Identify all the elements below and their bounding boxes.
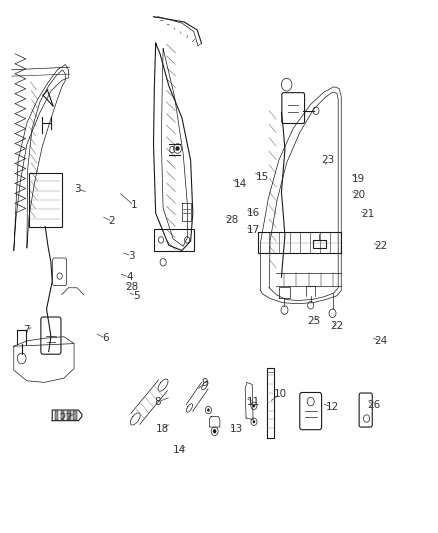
Text: 16: 16 xyxy=(247,208,261,219)
Text: 2: 2 xyxy=(109,216,115,227)
Text: 27: 27 xyxy=(60,413,73,423)
Text: 22: 22 xyxy=(330,321,343,331)
Text: 19: 19 xyxy=(352,174,365,184)
Text: 3: 3 xyxy=(74,184,81,195)
Bar xyxy=(313,240,326,248)
Circle shape xyxy=(253,404,255,407)
Text: 13: 13 xyxy=(230,424,243,434)
Text: 17: 17 xyxy=(247,225,261,236)
Text: 26: 26 xyxy=(367,400,381,410)
Text: 4: 4 xyxy=(126,272,133,282)
Text: 28: 28 xyxy=(125,282,138,292)
Text: 14: 14 xyxy=(173,445,186,455)
Circle shape xyxy=(176,147,179,151)
Text: 20: 20 xyxy=(352,190,365,200)
Text: 1: 1 xyxy=(131,200,137,211)
Bar xyxy=(73,411,77,419)
Text: 12: 12 xyxy=(326,402,339,413)
Text: 28: 28 xyxy=(226,215,239,225)
Bar xyxy=(55,411,58,419)
Circle shape xyxy=(207,408,210,411)
Bar xyxy=(61,411,64,419)
Text: 8: 8 xyxy=(155,397,161,407)
Text: 7: 7 xyxy=(24,325,30,335)
Text: 23: 23 xyxy=(321,155,335,165)
Circle shape xyxy=(213,429,216,433)
Bar xyxy=(154,229,194,251)
Text: 10: 10 xyxy=(274,389,287,399)
Bar xyxy=(29,173,62,227)
Text: 15: 15 xyxy=(256,172,269,182)
Bar xyxy=(67,411,71,419)
Text: 5: 5 xyxy=(133,290,139,301)
Text: 6: 6 xyxy=(102,333,109,343)
Text: 9: 9 xyxy=(202,378,208,389)
Text: 21: 21 xyxy=(361,209,374,220)
Text: 24: 24 xyxy=(374,336,387,346)
Text: 22: 22 xyxy=(374,241,387,251)
Circle shape xyxy=(253,420,255,423)
Text: 11: 11 xyxy=(247,397,261,407)
Text: 14: 14 xyxy=(234,179,247,189)
Text: 3: 3 xyxy=(128,251,135,261)
Text: 18: 18 xyxy=(155,424,169,434)
Text: 25: 25 xyxy=(307,316,321,326)
